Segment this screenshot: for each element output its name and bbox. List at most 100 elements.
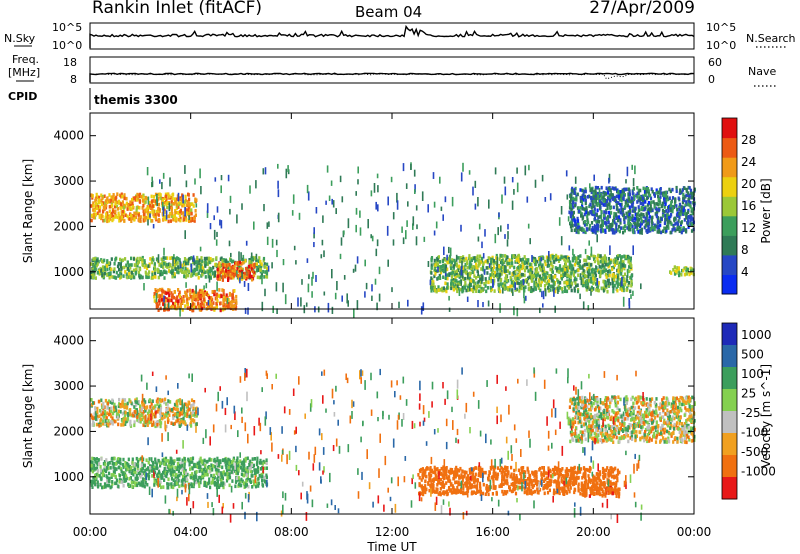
echo-cell [181,420,184,424]
echo-cell [295,260,297,265]
echo-cell [218,288,221,292]
echo-cell [689,201,692,205]
echo-cell [528,164,530,171]
echo-cell [608,224,611,228]
echo-cell [493,289,496,293]
echo-cell [186,211,189,215]
echo-cell [557,270,560,274]
echo-cell [579,227,582,231]
echo-cell [189,295,192,299]
echo-cell [598,264,601,269]
echo-cell [565,289,568,293]
echo-cell [458,289,461,296]
echo-cell [540,257,543,262]
echo-cell [475,265,478,270]
echo-cell [608,273,611,278]
echo-cell [487,280,490,285]
echo-cell [242,261,245,265]
echo-cell [510,263,513,268]
echo-cell [538,274,542,279]
echo-cell [90,204,93,208]
echo-cell [557,286,559,294]
nsky-series [89,24,695,48]
echo-cell [444,281,447,286]
echo-cell [213,229,216,240]
echo-cell [603,260,606,264]
echo-cell [679,212,682,217]
echo-cell [133,263,136,267]
echo-cell [213,458,216,463]
echo-cell [161,201,164,211]
echo-cell [170,295,173,299]
echo-cell [402,163,405,172]
echo-cell [504,284,507,288]
echo-cell [594,188,597,193]
echo-cell [506,261,509,266]
power-colorbar-label: Power [dB] [759,178,773,243]
echo-cell [579,210,582,214]
echo-cell [524,278,527,283]
echo-cell [104,412,107,417]
echo-cell [632,197,635,202]
echo-cell [141,472,144,477]
echo-cell [371,295,373,302]
echo-cell [115,204,119,209]
colorbar-segment [722,215,737,236]
echo-cell [110,267,113,272]
echo-cell [530,262,533,267]
echo-cell [444,196,447,203]
echo-cell [176,295,179,299]
echo-cell [104,421,107,426]
echo-cell [624,282,627,287]
echo-cell [574,176,577,184]
echo-cell [118,193,122,198]
echo-cell [165,270,168,275]
echo-cell [107,466,110,471]
echo-cell [135,267,138,272]
echo-cell [169,400,172,404]
echo-cell [238,260,242,265]
echo-cell [196,465,199,469]
echo-cell [123,196,126,201]
echo-cell [605,283,608,288]
echo-cell [689,188,693,193]
echo-cell [592,210,595,214]
echo-cell [520,286,523,291]
echo-cell [94,473,97,478]
echo-cell [176,211,180,215]
echo-cell [122,203,125,208]
echo-cell [676,221,679,225]
echo-cell [599,254,602,258]
echo-cell [587,275,590,279]
echo-cell [650,221,654,225]
echo-cell [221,259,224,264]
echo-cell [484,229,486,237]
echo-cell [143,283,145,291]
echo-cell [576,219,580,223]
echo-cell [227,304,230,308]
echo-cell [596,285,599,290]
y-tick-label: 3000 [53,174,84,188]
echo-cell [531,273,535,278]
echo-cell [548,251,550,259]
echo-cell [200,290,204,294]
echo-cell [162,302,165,307]
echo-cell [157,407,160,411]
echo-cell [459,267,462,271]
echo-cell [579,206,582,210]
echo-cell [365,282,368,290]
echo-cell [100,213,103,218]
echo-cell [263,262,266,266]
echo-cell [229,269,232,274]
echo-cell [204,292,207,296]
echo-cell [108,275,111,280]
echo-cell [94,261,97,265]
echo-cell [559,281,562,285]
echo-cell [523,297,526,304]
echo-cell [603,269,606,273]
echo-cell [508,261,511,265]
echo-cell [120,216,124,220]
echo-cell [624,224,627,228]
echo-cell [225,465,228,470]
